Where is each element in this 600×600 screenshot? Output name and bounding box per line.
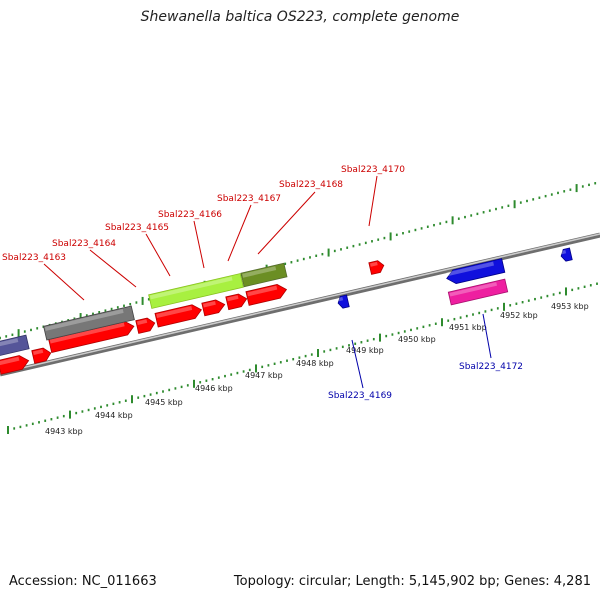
scale-labels: 4943 kbp 4944 kbp 4945 kbp 4946 kbp 4947 kbp… <box>45 302 589 436</box>
cds-arrow[interactable] <box>154 303 203 328</box>
gene-label[interactable]: Sbal223_4166 <box>158 210 222 220</box>
gene-label[interactable]: Sbal223_4165 <box>105 223 169 233</box>
label-leader-line <box>193 220 205 269</box>
gene-box[interactable] <box>148 273 244 309</box>
gene-box[interactable] <box>240 262 288 288</box>
genome-backbone-highlight <box>0 233 600 374</box>
cds-arrow[interactable] <box>201 298 226 317</box>
scale-label: 4946 kbp <box>195 384 233 393</box>
reverse-scale-ticks <box>7 282 598 434</box>
label-leader-line <box>145 233 171 277</box>
genome-backbone <box>0 232 600 377</box>
cds-arrow[interactable] <box>0 354 30 375</box>
map-title: Shewanella baltica OS223, complete genom… <box>140 9 460 25</box>
scale-label: 4953 kbp <box>551 302 589 311</box>
gene-label[interactable]: Sbal223_4170 <box>341 165 405 175</box>
rna-arrow[interactable] <box>337 294 350 309</box>
cds-arrow[interactable] <box>368 260 385 275</box>
scale-label: 4943 kbp <box>45 427 83 436</box>
cds-arrow[interactable] <box>225 292 248 311</box>
scale-label: 4948 kbp <box>296 359 334 368</box>
pseudo-gene-box[interactable] <box>43 305 135 341</box>
gene-label[interactable]: Sbal223_4163 <box>2 253 66 263</box>
gene-label[interactable]: Sbal223_4168 <box>279 180 343 190</box>
scale-label: 4945 kbp <box>145 398 183 407</box>
gene-label[interactable]: Sbal223_4167 <box>217 194 281 204</box>
label-leader-line <box>482 313 492 359</box>
gene-label[interactable]: Sbal223_4164 <box>52 239 116 249</box>
label-leader-line <box>368 175 378 227</box>
scale-label: 4949 kbp <box>346 346 384 355</box>
gene-label[interactable]: Sbal223_4169 <box>328 391 392 401</box>
cds-arrow[interactable] <box>245 283 288 306</box>
gene-labels[interactable]: Sbal223_4163 Sbal223_4164 Sbal223_4165 Sbal… <box>2 165 523 401</box>
rna-arrow[interactable] <box>560 247 573 262</box>
label-leader-line <box>257 191 316 255</box>
pseudo-gene-box[interactable] <box>0 334 30 358</box>
label-leader-line <box>351 339 364 389</box>
cds-arrow[interactable] <box>31 347 52 364</box>
scale-label: 4944 kbp <box>95 411 133 420</box>
label-leader-line <box>89 249 137 288</box>
genome-summary-text: Topology: circular; Length: 5,145,902 bp… <box>233 574 591 589</box>
scale-label: 4952 kbp <box>500 311 538 320</box>
scale-label: 4950 kbp <box>398 335 436 344</box>
scale-label: 4951 kbp <box>449 323 487 332</box>
accession-text: Accession: NC_011663 <box>9 574 157 589</box>
gene-box[interactable] <box>447 278 509 306</box>
scale-label: 4947 kbp <box>245 371 283 380</box>
label-leader-line <box>43 263 85 301</box>
label-leader-line <box>227 204 252 262</box>
gene-features[interactable] <box>0 247 573 375</box>
cds-arrow[interactable] <box>135 317 156 334</box>
gene-label[interactable]: Sbal223_4172 <box>459 362 523 372</box>
gene-arrow[interactable] <box>445 258 506 286</box>
